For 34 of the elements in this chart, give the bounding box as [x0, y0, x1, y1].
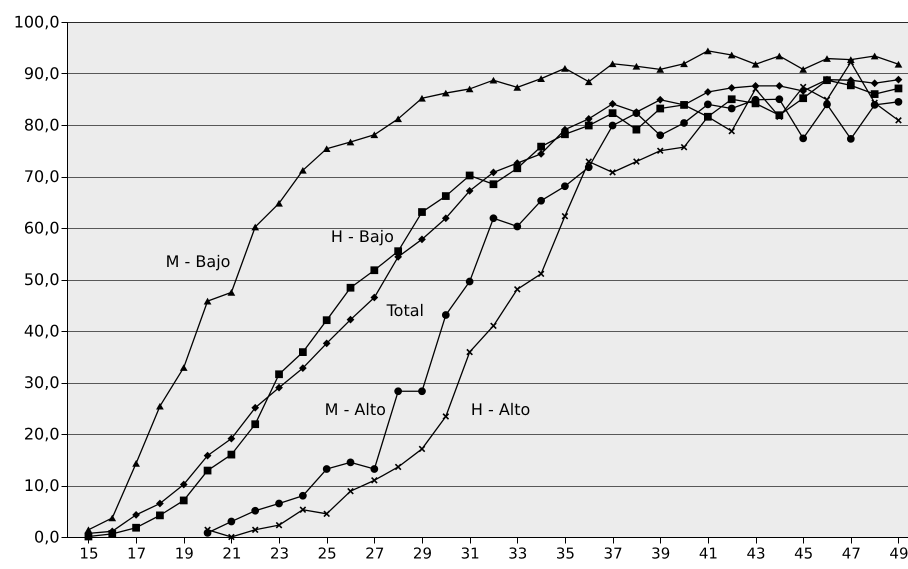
- y-tick-label: 30,0: [24, 373, 60, 392]
- x-tick-label: 29: [412, 544, 432, 562]
- x-tick-label: 39: [651, 544, 670, 562]
- x-tick-label: 37: [604, 544, 623, 562]
- y-tick-label: 20,0: [24, 424, 60, 444]
- series-label: H - Alto: [470, 400, 530, 419]
- x-tick-label: 25: [318, 544, 337, 562]
- x-tick-label: 43: [746, 544, 766, 562]
- x-tick-label: 31: [460, 544, 480, 562]
- x-tick-label: 23: [270, 544, 290, 562]
- series-label: H - Bajo: [330, 226, 394, 246]
- y-tick-label: 40,0: [24, 322, 60, 340]
- y-tick-label: 100,0: [14, 12, 60, 32]
- y-tick-label: 90,0: [24, 64, 60, 83]
- x-tick-label: 35: [556, 544, 575, 562]
- x-tick-label: 45: [794, 544, 814, 562]
- y-tick-label: 80,0: [24, 116, 60, 134]
- x-tick-label: 27: [365, 544, 384, 562]
- x-tick-label: 41: [698, 544, 718, 562]
- series-label: M - Bajo: [166, 252, 230, 271]
- x-tick-label: 17: [127, 544, 146, 562]
- x-tick-label: 47: [842, 544, 861, 562]
- x-tick-label: 15: [79, 544, 98, 562]
- series-label: M - Alto: [324, 400, 386, 419]
- series-label: Total: [386, 300, 424, 320]
- y-tick-label: 10,0: [24, 476, 60, 495]
- x-tick-label: 33: [508, 544, 528, 562]
- y-tick-label: 60,0: [24, 218, 60, 238]
- x-tick-label: 19: [174, 544, 194, 562]
- y-tick-label: 70,0: [24, 167, 60, 186]
- x-tick-label: 49: [889, 544, 908, 562]
- y-tick-label: 50,0: [24, 270, 60, 289]
- x-tick-label: 21: [222, 544, 242, 562]
- y-tick-label: 0,0: [34, 528, 60, 546]
